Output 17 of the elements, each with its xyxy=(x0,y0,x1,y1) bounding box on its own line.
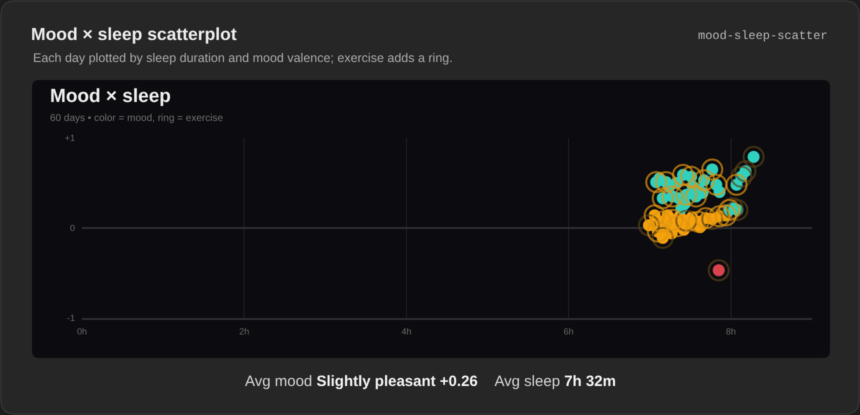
text: Avg mood xyxy=(245,373,312,390)
text: mood-sleep-scatter xyxy=(698,29,828,43)
chart-subtitle: Each day plotted by sleep duration and mood valence; exercise adds a ring. xyxy=(33,51,453,65)
text: Mood × sleep xyxy=(50,86,171,107)
x-tick-label: 2h xyxy=(239,326,250,337)
text: Slightly pleasant +0.26 xyxy=(316,373,478,390)
x-tick-label: 4h xyxy=(401,326,412,337)
text: 60 days • color = mood, ring = exercise xyxy=(50,113,224,124)
x-tick-label: 6h xyxy=(564,326,574,337)
text: 7h 32m xyxy=(564,373,616,390)
y-tick-label: +1 xyxy=(64,133,75,144)
y-tick-label: 0 xyxy=(70,223,75,234)
x-tick-label: 0h xyxy=(76,326,88,337)
y-tick-label: -1 xyxy=(66,313,75,324)
text: Avg sleep xyxy=(494,373,560,390)
chart-title: Mood × sleep scatterplot xyxy=(31,24,237,44)
x-tick-label: 8h xyxy=(726,326,736,337)
